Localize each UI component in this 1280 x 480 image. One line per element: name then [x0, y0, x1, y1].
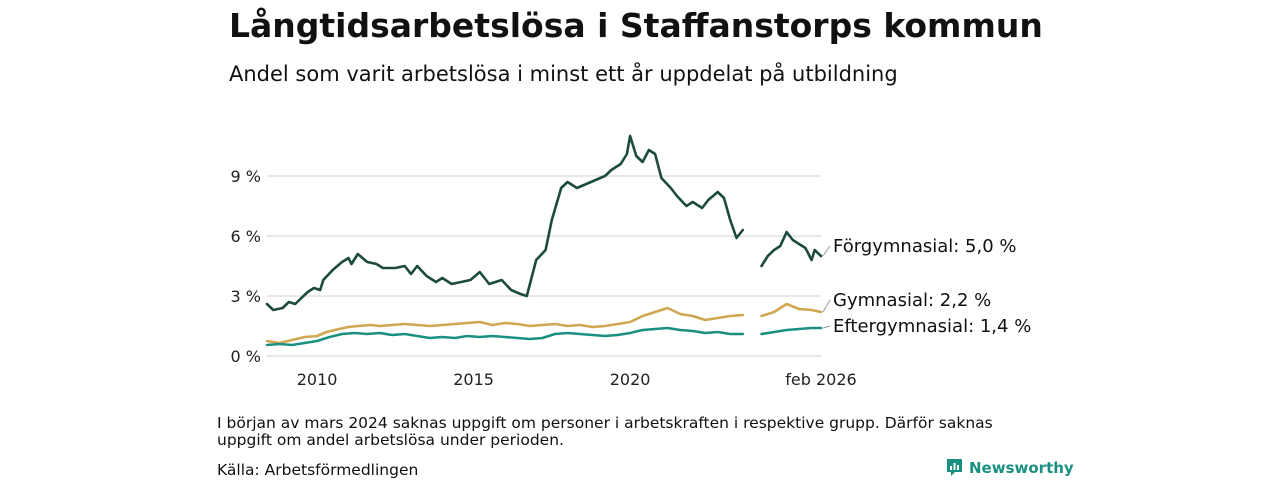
newsworthy-icon	[947, 459, 962, 476]
source-text: Källa: Arbetsförmedlingen	[217, 461, 419, 479]
footnote: I början av mars 2024 saknas uppgift om …	[217, 414, 993, 449]
series-line-gymnasial	[265, 302, 823, 345]
end-label-förgymnasial: Förgymnasial: 5,0 %	[833, 236, 1017, 257]
leader-line-gymnasial	[822, 299, 831, 313]
end-label-eftergymnasial: Eftergymnasial: 1,4 %	[833, 316, 1031, 337]
series-line-eftergymnasial	[265, 326, 823, 347]
y-tick-label: 6 %	[231, 227, 261, 246]
y-tick-label: 3 %	[231, 287, 261, 306]
x-tick-label: 2015	[453, 370, 494, 389]
line-chart: 0 % 3 % 6 % 9 % 2010 2015 2020 feb 2026 Förgymna…	[231, 134, 1031, 389]
chart-subtitle: Andel som varit arbetslösa i minst ett å…	[229, 62, 898, 86]
newsworthy-logo: Newsworthy	[946, 458, 1074, 477]
x-tick-label: 2010	[297, 370, 338, 389]
end-label-gymnasial: Gymnasial: 2,2 %	[833, 290, 991, 311]
x-tick-label: 2020	[610, 370, 651, 389]
y-tick-label: 0 %	[231, 347, 261, 366]
chart-title: Långtidsarbetslösa i Staffanstorps kommu…	[229, 6, 1043, 45]
brand-name: Newsworthy	[969, 458, 1074, 477]
y-tick-label: 9 %	[231, 167, 261, 186]
leader-line-förgymnasial	[822, 245, 831, 257]
x-tick-label: feb 2026	[785, 370, 856, 389]
leader-line-eftergymnasial	[822, 325, 831, 329]
series-line-förgymnasial	[265, 134, 823, 312]
